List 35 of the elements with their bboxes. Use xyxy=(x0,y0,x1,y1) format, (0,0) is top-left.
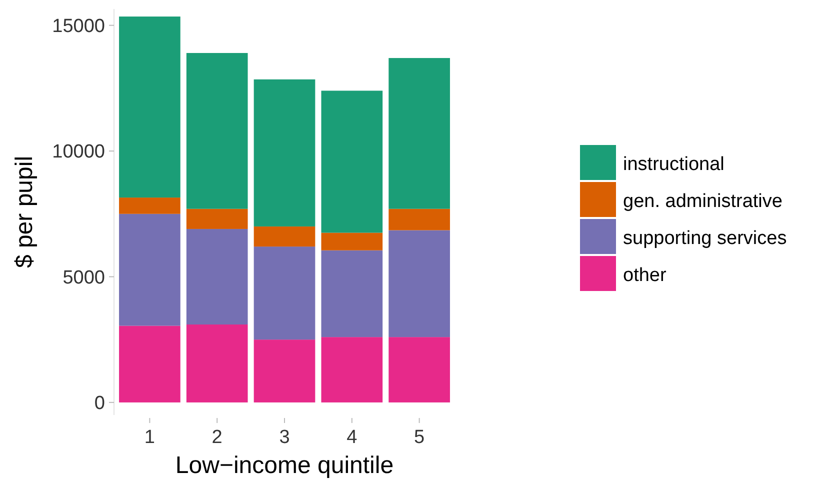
bar xyxy=(186,228,248,324)
bar xyxy=(321,337,383,402)
bar xyxy=(321,90,383,233)
bar xyxy=(254,340,316,402)
y-tick-label: 15000 xyxy=(52,16,105,37)
bar xyxy=(321,232,383,250)
bar xyxy=(186,324,248,402)
bar xyxy=(186,52,248,209)
y-tick-label: 10000 xyxy=(52,142,105,163)
legend-label: gen. administrative xyxy=(623,191,782,212)
bar xyxy=(119,16,180,198)
bar xyxy=(388,337,450,402)
bar xyxy=(254,246,316,340)
y-tick-label: 5000 xyxy=(62,267,105,288)
x-axis-title: Low−income quintile xyxy=(175,452,394,479)
bar xyxy=(254,226,316,247)
bar xyxy=(186,208,248,229)
bar xyxy=(119,198,180,214)
bar xyxy=(388,208,450,230)
bar xyxy=(388,58,450,209)
bar xyxy=(254,79,316,226)
bar xyxy=(321,250,383,338)
x-tick-label: 1 xyxy=(144,427,155,448)
legend-label: other xyxy=(623,265,667,286)
bar xyxy=(388,230,450,338)
bar xyxy=(119,326,180,402)
y-tick-label: 0 xyxy=(94,393,105,414)
x-tick-label: 4 xyxy=(346,427,358,448)
x-tick-label: 3 xyxy=(279,427,290,448)
x-tick-label: 2 xyxy=(212,427,222,448)
y-axis-title: $ per pupil xyxy=(11,156,38,268)
legend-label: instructional xyxy=(623,154,724,176)
bar xyxy=(119,214,180,326)
legend-label: supporting services xyxy=(623,228,787,250)
x-tick-label: 5 xyxy=(414,427,425,448)
